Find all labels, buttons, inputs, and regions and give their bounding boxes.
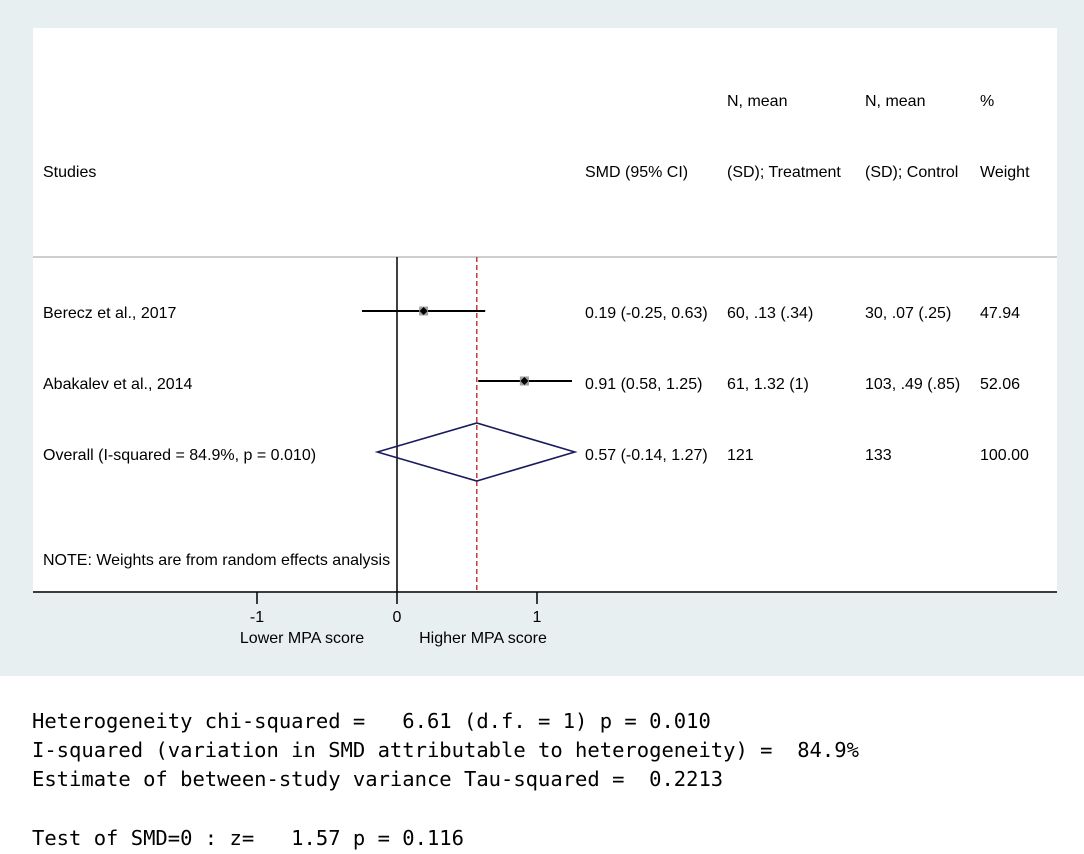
header-studies: Studies <box>43 164 96 181</box>
header-treatment-line2: (SD); Treatment <box>727 164 841 181</box>
header-control-line1: N, mean <box>865 93 925 110</box>
study-2-weight: 52.06 <box>980 376 1020 393</box>
study-1-label: Berecz et al., 2017 <box>43 305 177 322</box>
overall-weight: 100.00 <box>980 447 1029 464</box>
forest-marks: -1 0 1 <box>250 257 578 626</box>
x-tick-label-1: 1 <box>533 609 542 626</box>
header-smd-ci: SMD (95% CI) <box>585 164 688 181</box>
study-1-ci-text: 0.19 (-0.25, 0.63) <box>585 305 708 322</box>
overall-ci-text: 0.57 (-0.14, 1.27) <box>585 447 708 464</box>
header-weight-line2: Weight <box>980 164 1030 181</box>
plot-region <box>33 28 1057 591</box>
weights-note: NOTE: Weights are from random effects an… <box>43 552 390 569</box>
x-tick-label-0: 0 <box>393 609 402 626</box>
study-2-treatment: 61, 1.32 (1) <box>727 376 809 393</box>
overall-control: 133 <box>865 447 892 464</box>
study-1-treatment: 60, .13 (.34) <box>727 305 813 322</box>
header-treatment-line1: N, mean <box>727 93 787 110</box>
overall-treatment: 121 <box>727 447 754 464</box>
favours-left-label: Lower MPA score <box>240 630 364 647</box>
overall-diamond <box>374 422 578 482</box>
i-squared-line: I-squared (variation in SMD attributable… <box>32 738 859 762</box>
tau-squared-line: Estimate of between-study variance Tau-s… <box>32 767 724 791</box>
header-weight-line1: % <box>980 93 994 110</box>
overall-label: Overall (I-squared = 84.9%, p = 0.010) <box>43 447 316 464</box>
study-2-control: 103, .49 (.85) <box>865 376 960 393</box>
header-control-line2: (SD); Control <box>865 164 958 181</box>
test-smd-line: Test of SMD=0 : z= 1.57 p = 0.116 <box>32 826 464 850</box>
forest-plot: Studies SMD (95% CI) N, mean (SD); Treat… <box>0 0 1084 676</box>
study-1-point-estimate <box>419 307 428 315</box>
study-1-weight: 47.94 <box>980 305 1020 322</box>
study-2-point-estimate <box>520 377 529 385</box>
study-2-label: Abakalev et al., 2014 <box>43 376 193 393</box>
heterogeneity-line: Heterogeneity chi-squared = 6.61 (d.f. =… <box>32 709 711 733</box>
study-1-control: 30, .07 (.25) <box>865 305 951 322</box>
favours-right-label: Higher MPA score <box>419 630 547 647</box>
x-tick-label--1: -1 <box>250 609 264 626</box>
study-2-ci-text: 0.91 (0.58, 1.25) <box>585 376 702 393</box>
